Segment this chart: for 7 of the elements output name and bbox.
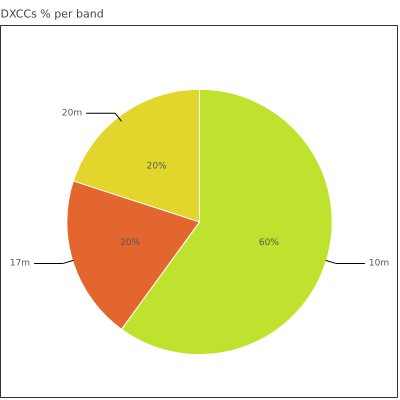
data-label: 60%: [258, 238, 280, 248]
slice-label: 10m: [368, 258, 390, 268]
slice-label: 20m: [62, 108, 82, 118]
data-label: 20%: [120, 238, 141, 248]
chart-title: DXCCs % per band: [0, 8, 104, 20]
data-label: 20%: [146, 162, 168, 172]
slice-label: 17m: [10, 258, 30, 268]
